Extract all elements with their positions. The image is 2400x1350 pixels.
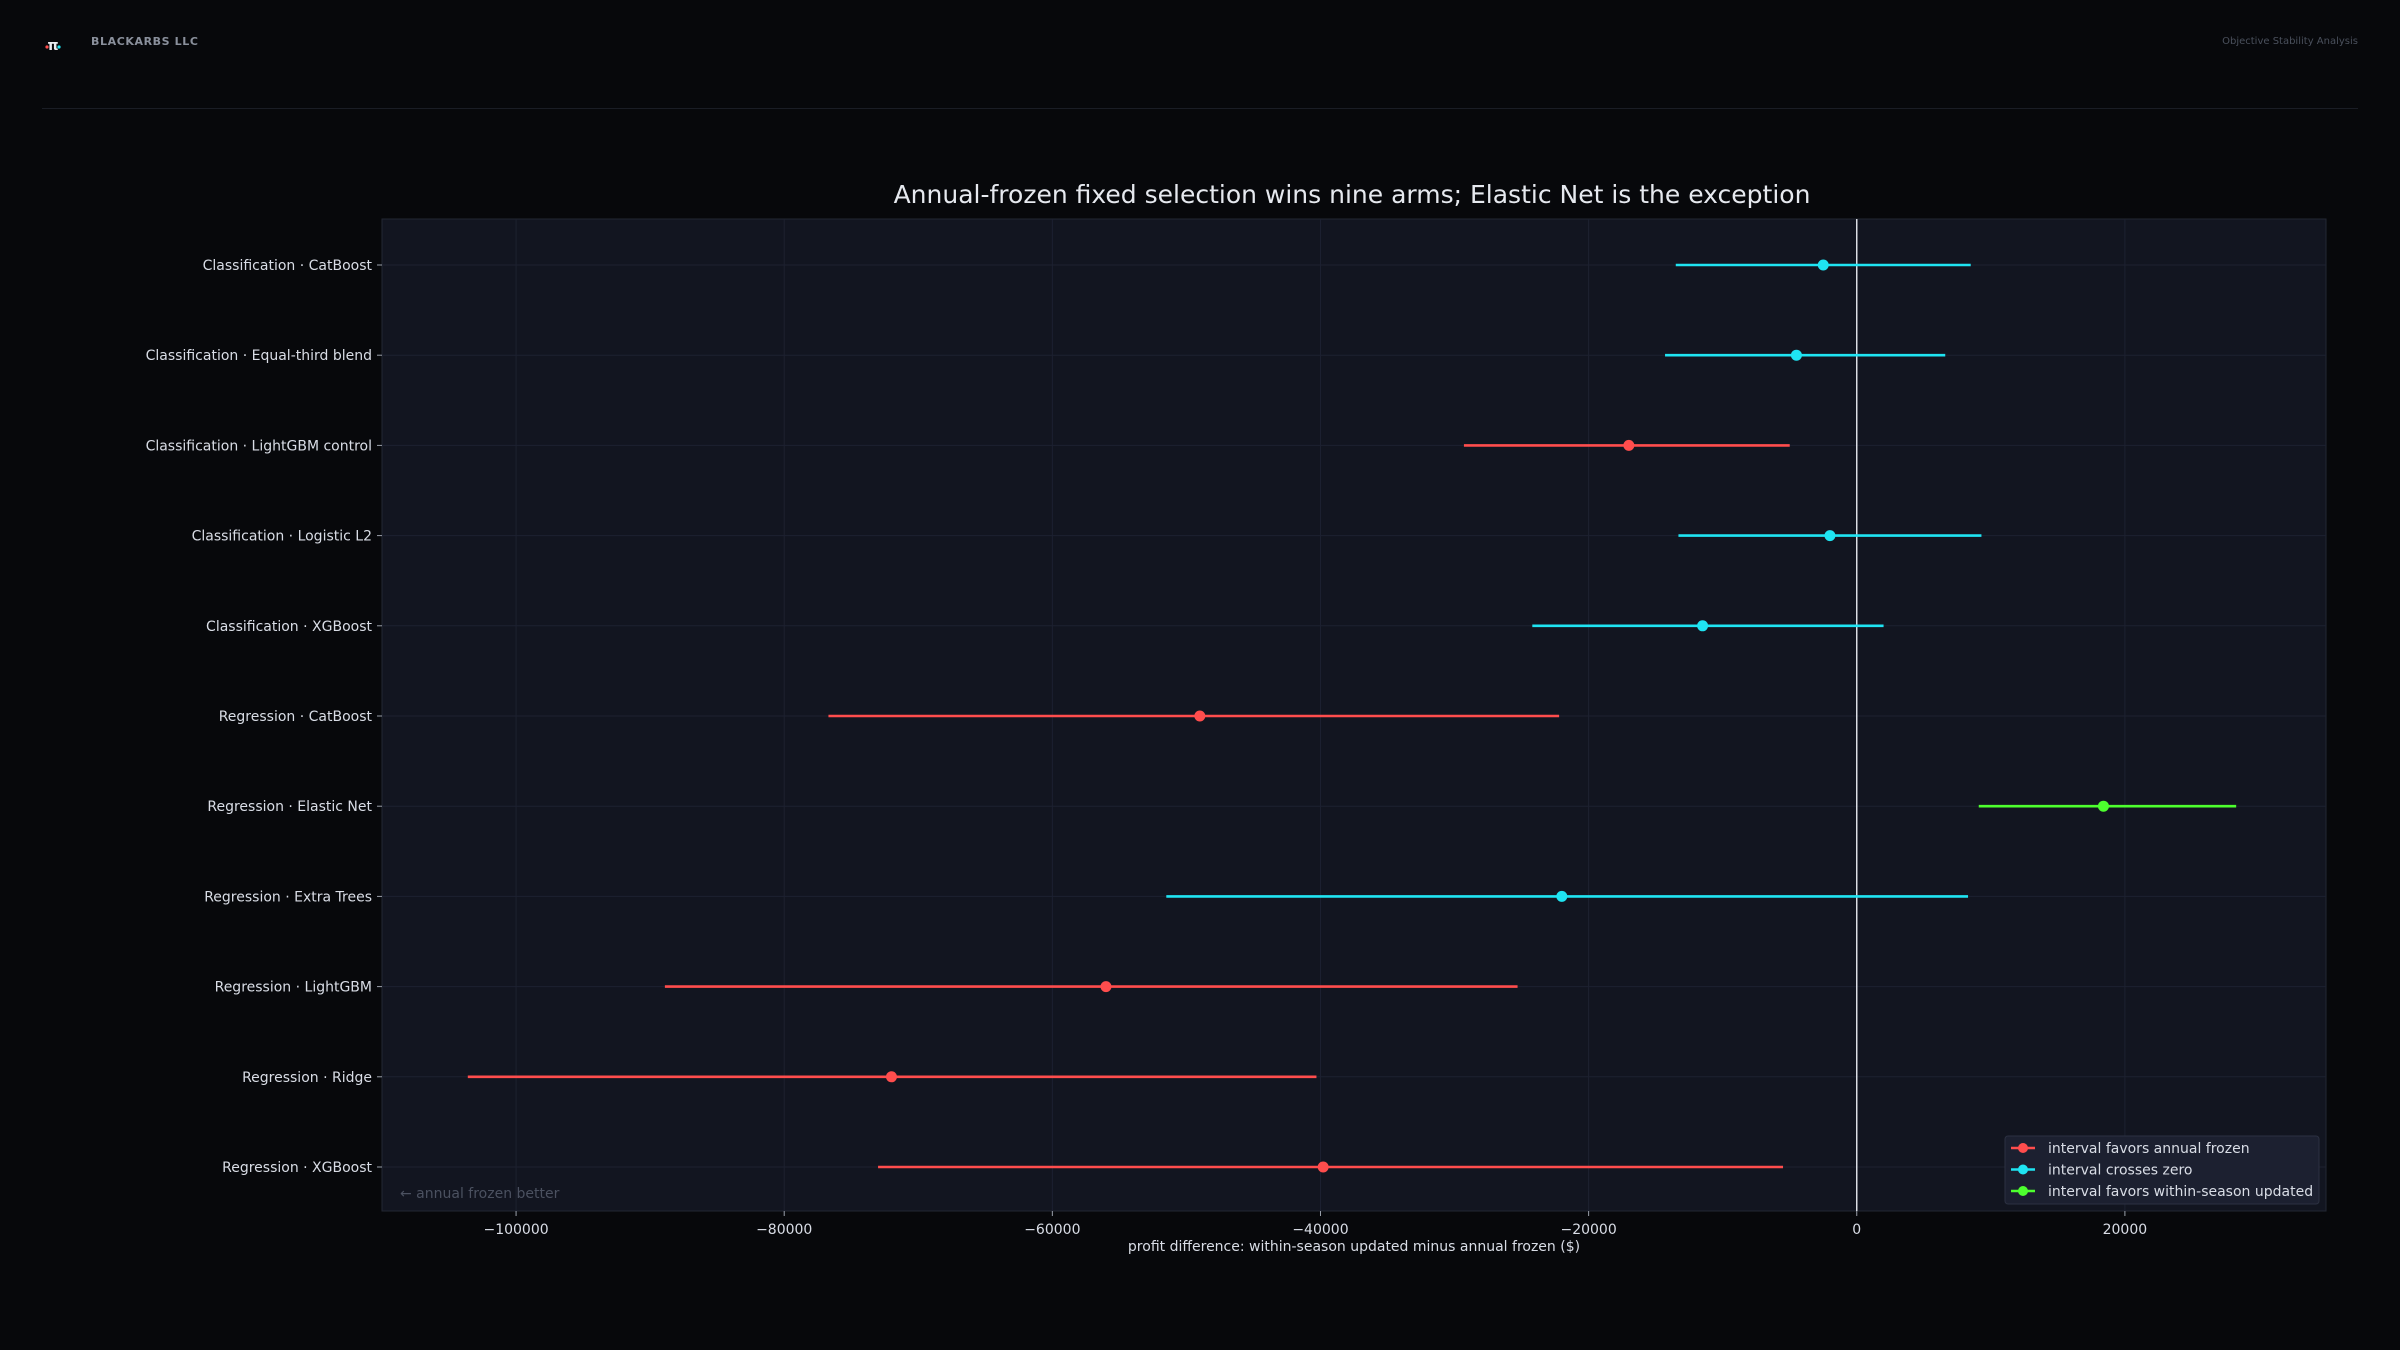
- x-axis-ticks: −100000 −80000 −60000 −40000 −20000 0 20000: [483, 1211, 2147, 1238]
- x-tick-label: −60000: [1024, 1222, 1080, 1238]
- estimate-point: [885, 1071, 897, 1083]
- legend-swatch-marker: [2018, 1143, 2028, 1153]
- brand-logo-icon: π: [45, 38, 61, 54]
- estimate-point: [1194, 710, 1206, 722]
- row-label: Classification · CatBoost: [203, 258, 373, 274]
- header: π BLACKARBS LLC Objective Stability Anal…: [42, 22, 2358, 109]
- legend-swatch-marker: [2018, 1186, 2028, 1196]
- x-axis-label: profit difference: within-season updated…: [1128, 1239, 1580, 1255]
- row-label: Classification · XGBoost: [206, 619, 372, 635]
- estimate-point: [1100, 981, 1112, 993]
- row-label: Regression · XGBoost: [222, 1160, 372, 1176]
- legend-label: interval favors within-season updated: [2048, 1184, 2313, 1200]
- page-label: Objective Stability Analysis: [2222, 36, 2358, 47]
- estimate-point: [1317, 1161, 1329, 1173]
- row-label: Classification · LightGBM control: [146, 438, 372, 454]
- row-label: Regression · Extra Trees: [204, 889, 372, 905]
- estimate-point: [1817, 259, 1829, 271]
- estimate-point: [1790, 349, 1802, 361]
- y-axis-labels: Classification · CatBoost Classification …: [146, 258, 382, 1176]
- row-label: Regression · CatBoost: [219, 709, 373, 725]
- x-tick-label: −40000: [1292, 1222, 1348, 1238]
- row-label: Regression · Elastic Net: [207, 799, 372, 815]
- estimate-point: [1623, 439, 1635, 451]
- x-tick-label: −20000: [1560, 1222, 1616, 1238]
- x-tick-label: −100000: [483, 1222, 548, 1238]
- legend: interval favors annual frozen interval cr…: [2004, 1135, 2320, 1205]
- estimate-point: [1556, 890, 1568, 902]
- row-label: Classification · Logistic L2: [192, 529, 372, 545]
- brand-logo-glyph: π: [47, 38, 58, 54]
- estimate-point: [1697, 620, 1709, 632]
- point-estimates: [885, 259, 2109, 1173]
- brand-name: BLACKARBS LLC: [91, 35, 199, 48]
- row-label: Classification · Equal-third blend: [146, 348, 372, 364]
- legend-swatch-marker: [2018, 1164, 2028, 1175]
- estimate-point: [2097, 800, 2109, 812]
- estimate-point: [1824, 530, 1836, 542]
- x-tick-label: −80000: [756, 1222, 812, 1238]
- legend-box: [2004, 1135, 2320, 1205]
- x-tick-label: 20000: [2103, 1222, 2148, 1238]
- legend-label: interval favors annual frozen: [2048, 1141, 2250, 1157]
- annotation-frozen-better: ← annual frozen better: [400, 1186, 560, 1202]
- x-tick-label: 0: [1852, 1222, 1861, 1238]
- chart-title: Annual-frozen fixed selection wins nine …: [894, 180, 1811, 209]
- row-label: Regression · LightGBM: [215, 980, 372, 996]
- legend-label: interval crosses zero: [2048, 1163, 2192, 1179]
- row-label: Regression · Ridge: [242, 1070, 372, 1086]
